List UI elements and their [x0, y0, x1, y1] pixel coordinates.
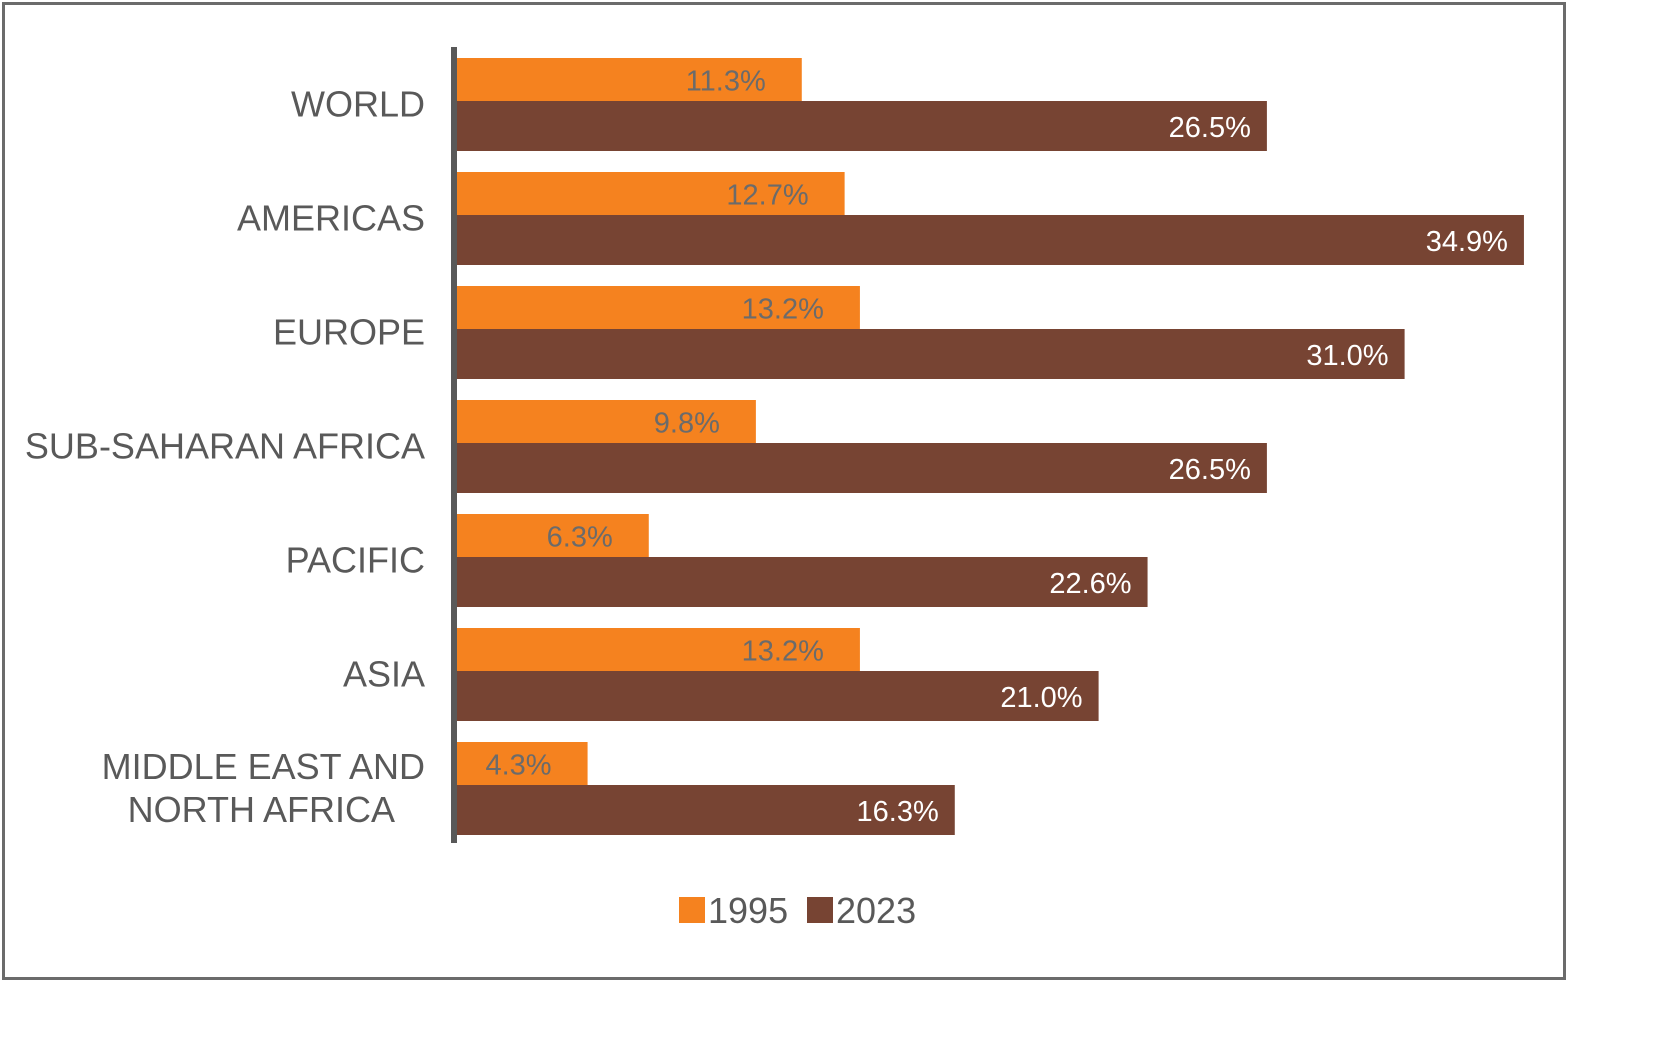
bar-2023-2 [456, 329, 1405, 379]
data-label-2023-1: 34.9% [1426, 226, 1508, 258]
data-label-2023-5: 21.0% [1000, 682, 1082, 714]
data-label-2023-3: 26.5% [1169, 454, 1251, 486]
category-label-3: SUB-SAHARAN AFRICA [25, 426, 425, 467]
chart-frame: 11.3% 26.5% WORLD 12.7% 34.9% AMERICAS 13.2% 31… [2, 2, 1566, 980]
chart-svg: 11.3% 26.5% WORLD 12.7% 34.9% AMERICAS 13.2% 31… [25, 47, 1524, 931]
category-label-6: MIDDLE EAST AND NORTH AFRICA [102, 746, 425, 830]
data-label-1995-0: 11.3% [686, 66, 766, 98]
category-label-4: PACIFIC [286, 540, 425, 581]
legend-label-2023: 2023 [836, 890, 916, 931]
category-label-5: ASIA [343, 654, 425, 695]
bar-2023-5 [456, 671, 1099, 721]
bar-2023-6 [456, 785, 955, 835]
bar-1995-3 [456, 400, 756, 443]
bar-2023-0 [456, 101, 1267, 151]
data-label-2023-0: 26.5% [1169, 112, 1251, 144]
legend-swatch-2023 [807, 897, 833, 923]
bar-1995-0 [456, 58, 802, 101]
bar-2023-4 [456, 557, 1148, 607]
data-label-1995-2: 13.2% [742, 294, 824, 326]
category-label-1: AMERICAS [237, 198, 425, 239]
category-label-2: EUROPE [273, 312, 425, 353]
bar-1995-5 [456, 628, 860, 671]
data-label-2023-2: 31.0% [1306, 340, 1388, 372]
bar-1995-6 [456, 742, 588, 785]
bar-1995-2 [456, 286, 860, 329]
data-label-1995-5: 13.2% [742, 636, 824, 668]
legend-swatch-1995 [679, 897, 705, 923]
data-label-2023-4: 22.6% [1049, 568, 1131, 600]
bar-1995-1 [456, 172, 845, 215]
bar-2023-1 [456, 215, 1524, 265]
data-label-1995-4: 6.3% [547, 522, 613, 554]
bar-2023-3 [456, 443, 1267, 493]
category-label-0: WORLD [291, 84, 425, 125]
data-label-1995-3: 9.8% [654, 408, 720, 440]
data-label-1995-6: 4.3% [485, 750, 551, 782]
legend-label-1995: 1995 [708, 890, 788, 931]
data-label-2023-6: 16.3% [857, 796, 939, 828]
data-label-1995-1: 12.7% [726, 180, 808, 212]
bar-1995-4 [456, 514, 649, 557]
